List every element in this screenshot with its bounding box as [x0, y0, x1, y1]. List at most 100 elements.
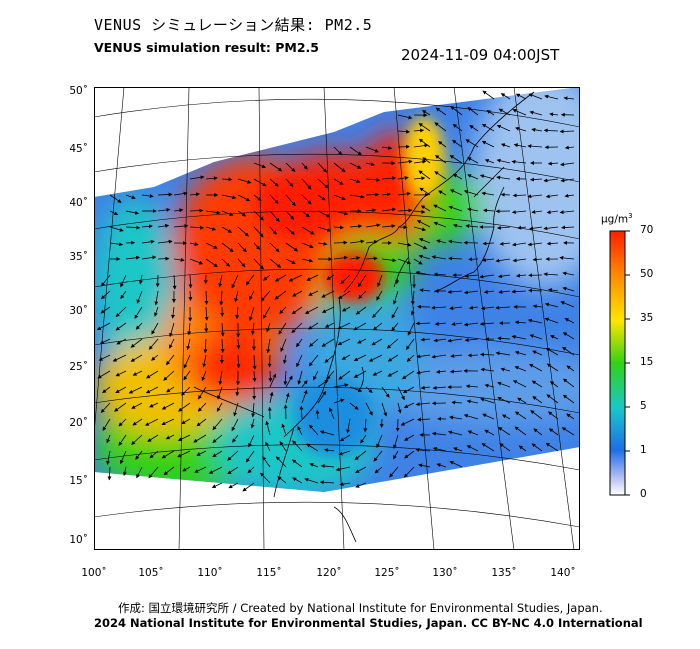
wind-arrow: [465, 384, 479, 389]
wind-arrow: [497, 381, 511, 388]
wind-arrow: [467, 107, 479, 116]
wind-arrow: [263, 274, 271, 281]
wind-arrow: [333, 255, 348, 260]
wind-arrow: [221, 258, 231, 267]
license-line: 2024 National Institute for Environmenta…: [94, 616, 643, 630]
wind-arrow: [324, 354, 335, 363]
wind-arrow: [317, 379, 329, 388]
wind-arrow: [527, 144, 543, 149]
wind-arrow: [438, 190, 447, 196]
wind-arrow: [234, 290, 239, 303]
wind-arrow: [496, 225, 511, 230]
lat-label: 25˚: [69, 361, 88, 373]
wind-arrow: [236, 354, 241, 369]
wind-arrow: [285, 258, 296, 264]
wind-arrow: [296, 354, 303, 368]
wind-arrow: [250, 322, 255, 336]
wind-arrow: [125, 194, 136, 200]
wind-arrow: [413, 258, 423, 265]
wind-arrow: [368, 354, 383, 362]
wind-arrow: [463, 322, 479, 327]
wind-arrow: [349, 224, 363, 229]
wind-arrow: [545, 194, 559, 199]
wind-arrow: [338, 370, 351, 380]
wind-arrow: [531, 443, 543, 452]
wind-arrow: [202, 354, 207, 368]
wind-arrow: [397, 258, 412, 265]
wind-arrow: [463, 413, 479, 420]
wind-arrow: [449, 306, 463, 311]
wind-arrow: [479, 174, 495, 180]
wind-arrow: [301, 389, 308, 404]
wind-arrow: [397, 191, 411, 196]
wind-arrow: [530, 410, 543, 420]
wind-arrow: [415, 321, 431, 326]
wind-arrow: [372, 322, 383, 331]
wind-arrow: [128, 386, 143, 394]
lon-label: 100˚: [81, 567, 107, 579]
wind-arrow: [527, 242, 543, 247]
wind-arrow: [98, 354, 111, 361]
wind-arrow: [355, 482, 367, 488]
lat-label: 45˚: [69, 143, 88, 155]
wind-arrow: [372, 306, 383, 318]
wind-arrow: [189, 242, 199, 246]
wind-arrow: [231, 418, 239, 432]
wind-arrow: [165, 434, 175, 440]
wind-arrow: [395, 274, 400, 285]
wind-arrow: [205, 226, 217, 231]
wind-arrow: [467, 174, 479, 180]
wind-arrow: [499, 443, 511, 452]
wind-arrow: [499, 241, 511, 246]
wind-arrow: [101, 274, 111, 287]
wind-arrow: [269, 178, 279, 187]
wind-arrow: [278, 322, 287, 335]
wind-arrow: [251, 402, 256, 418]
wind-arrow: [495, 258, 511, 263]
wind-arrow: [130, 354, 143, 362]
wind-arrow: [324, 448, 335, 453]
wind-arrow: [512, 258, 527, 263]
wind-arrow: [416, 220, 431, 228]
wind-arrow: [248, 306, 255, 322]
wind-arrow: [146, 370, 159, 379]
wind-arrow: [151, 322, 159, 335]
wind-arrow: [280, 338, 287, 352]
wind-arrow: [365, 223, 381, 228]
wind-arrow: [245, 274, 255, 286]
lon-label: 115˚: [256, 567, 282, 579]
wind-arrow: [479, 274, 495, 279]
wind-arrow: [333, 225, 344, 230]
wind-arrow: [402, 386, 415, 393]
wind-arrow: [512, 193, 527, 198]
wind-arrow: [306, 443, 319, 452]
wind-arrow: [376, 434, 383, 448]
wind-arrow: [324, 322, 335, 328]
wind-arrow: [308, 354, 319, 367]
wind-arrow: [301, 242, 314, 249]
wind-arrow: [422, 157, 431, 164]
wind-arrow: [335, 466, 351, 472]
wind-arrow: [262, 456, 271, 468]
wind-arrow: [147, 434, 159, 442]
wind-arrow: [349, 402, 359, 410]
wind-arrow: [173, 208, 184, 213]
pm25-map: [94, 87, 580, 550]
wind-arrow: [431, 305, 447, 310]
wind-arrow: [517, 225, 527, 230]
wind-arrow: [242, 482, 255, 492]
wind-arrow: [237, 194, 251, 202]
wind-arrow: [467, 207, 479, 212]
wind-arrow: [410, 306, 415, 316]
wind-arrow: [449, 460, 463, 468]
wind-arrow: [301, 162, 308, 170]
lat-label: 15˚: [69, 475, 88, 487]
wind-arrow: [566, 413, 575, 420]
wind-arrow: [204, 306, 209, 321]
wind-arrow: [220, 338, 225, 354]
wind-arrow: [465, 224, 479, 229]
wind-arrow: [120, 450, 127, 465]
wind-arrow: [529, 110, 543, 116]
wind-arrow: [221, 226, 233, 233]
wind-arrow: [464, 290, 479, 295]
